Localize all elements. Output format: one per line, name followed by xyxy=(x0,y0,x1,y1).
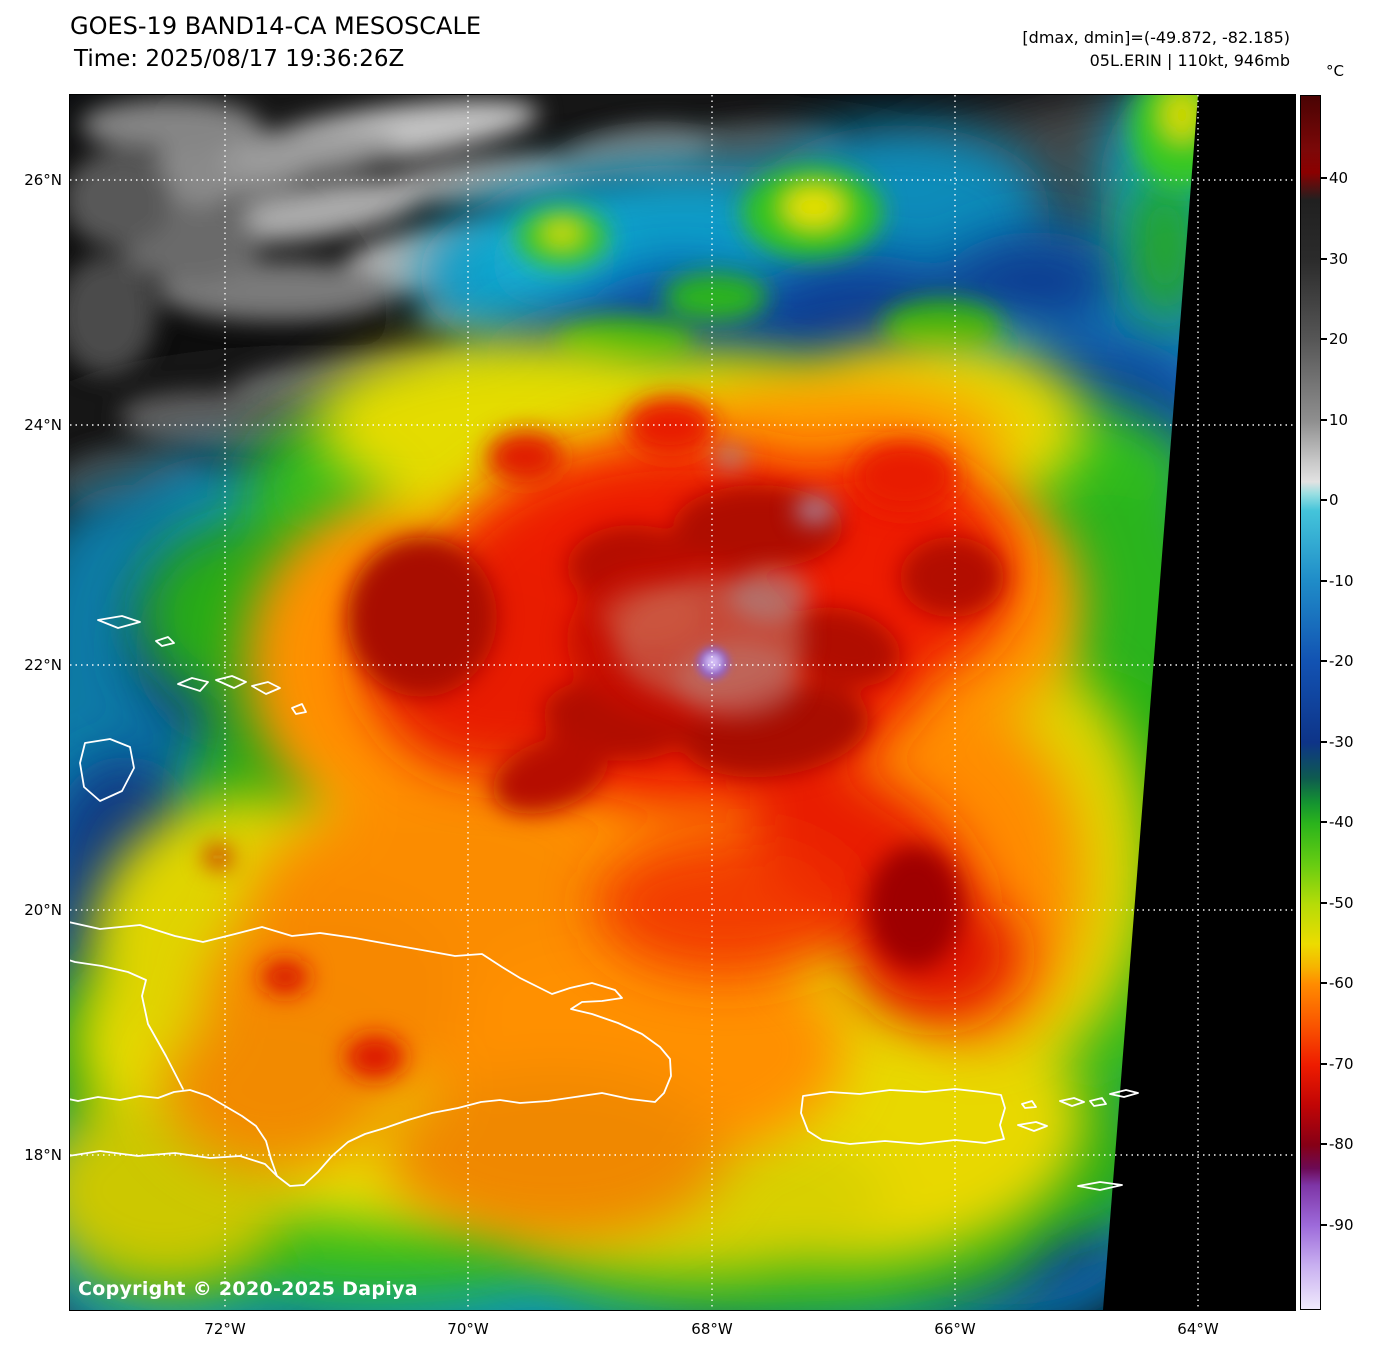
colorbar-tick: 20 xyxy=(1320,330,1349,348)
lon-label-70w: 70°W xyxy=(447,1320,489,1338)
map-frame: Copyright © 2020-2025 Dapiya xyxy=(69,94,1296,1311)
coastline-gonave-gulf xyxy=(70,959,184,1090)
scan-sector-edge xyxy=(1103,95,1295,1310)
colorbar-tick: 30 xyxy=(1320,250,1349,268)
colorbar-tick: -40 xyxy=(1321,813,1354,831)
red-convective-cells xyxy=(205,397,957,1079)
coastline-puerto-rico xyxy=(800,1088,1006,1145)
colorbar-tick: -80 xyxy=(1321,1135,1354,1153)
storm-eye xyxy=(697,647,729,679)
copyright-watermark: Copyright © 2020-2025 Dapiya xyxy=(78,1278,418,1300)
coastlines xyxy=(70,615,1139,1191)
coastline-bahamas-turks xyxy=(79,615,307,802)
coastline-hispaniola xyxy=(70,921,672,1187)
lon-label-68w: 68°W xyxy=(691,1320,733,1338)
lat-label-20n: 20°N xyxy=(24,901,62,919)
colorbar-tick: -50 xyxy=(1321,894,1354,912)
lon-label-72w: 72°W xyxy=(204,1320,246,1338)
colorbar-unit-label: °C xyxy=(1326,62,1344,80)
timestamp: Time: 2025/08/17 19:36:26Z xyxy=(74,46,405,72)
page-title: GOES-19 BAND14-CA MESOSCALE xyxy=(70,12,481,40)
lon-label-66w: 66°W xyxy=(934,1320,976,1338)
lon-label-64w: 64°W xyxy=(1177,1320,1219,1338)
dmax-dmin-readout: [dmax, dmin]=(-49.872, -82.185) xyxy=(1022,28,1290,47)
eye-region-texture xyxy=(600,446,835,718)
colorbar-tick: -60 xyxy=(1321,974,1354,992)
coastline-tiburon xyxy=(70,1150,278,1177)
colorbar-tick: -30 xyxy=(1321,733,1354,751)
colorbar xyxy=(1300,95,1321,1310)
colorbar-tick: -20 xyxy=(1321,652,1354,670)
colorbar-tick: -90 xyxy=(1321,1216,1354,1234)
colorbar-tick: 10 xyxy=(1320,411,1349,429)
storm-info: 05L.ERIN | 110kt, 946mb xyxy=(1089,51,1290,70)
colorbar-tick: -10 xyxy=(1321,572,1354,590)
lat-label-24n: 24°N xyxy=(24,416,62,434)
satellite-imagery xyxy=(70,95,1295,1310)
colorbar-tick: 0 xyxy=(1321,491,1339,509)
lat-label-26n: 26°N xyxy=(24,171,62,189)
colorbar-tick: -70 xyxy=(1321,1055,1354,1073)
coastline-virgin-islands xyxy=(1017,1089,1139,1191)
grid-lines xyxy=(70,95,1295,1310)
colorbar-tick: 40 xyxy=(1320,169,1349,187)
lat-label-22n: 22°N xyxy=(24,656,62,674)
lat-label-18n: 18°N xyxy=(24,1146,62,1164)
